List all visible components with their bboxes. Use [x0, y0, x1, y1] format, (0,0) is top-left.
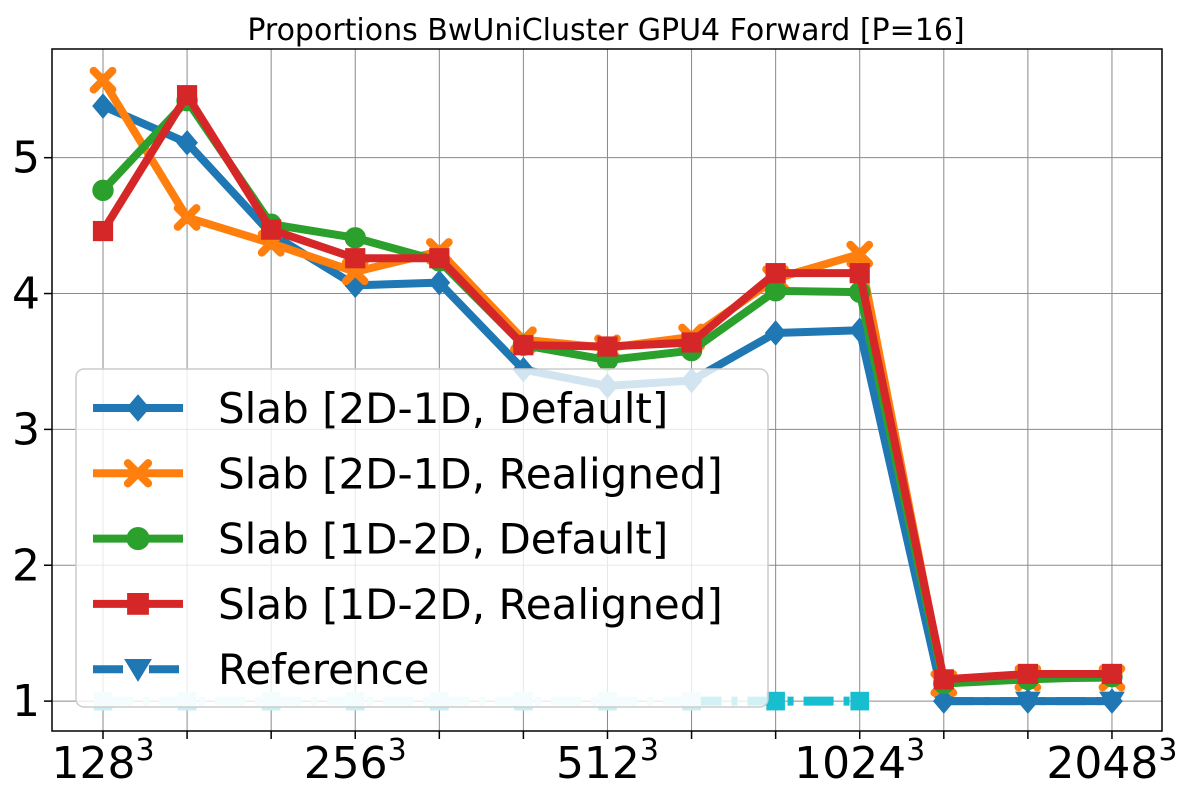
- legend-entry: Slab [1D-2D, Realigned]: [93, 580, 723, 629]
- reference-overlay-point: [850, 691, 870, 711]
- data-point: [344, 227, 366, 249]
- y-axis: 1 2 3 4 5: [12, 133, 52, 727]
- x-tick-label: 1283: [51, 733, 154, 789]
- y-tick-label: 5: [12, 133, 40, 184]
- series-layer: [89, 66, 1126, 714]
- data-point: [345, 248, 366, 269]
- data-point: [89, 66, 117, 94]
- legend-entry: Slab [2D-1D, Realigned]: [93, 449, 723, 498]
- legend-label: Slab [2D-1D, Default]: [218, 384, 668, 433]
- data-point: [261, 219, 282, 240]
- data-point: [173, 204, 201, 231]
- legend-label: Slab [1D-2D, Default]: [218, 515, 668, 564]
- data-point: [428, 269, 451, 296]
- legend-marker: [126, 527, 150, 551]
- plot-frame: [51, 48, 1163, 732]
- data-point: [513, 335, 534, 356]
- data-point: [92, 179, 114, 201]
- data-point: [429, 248, 450, 269]
- reference-overlay-point: [766, 691, 785, 711]
- data-point: [933, 669, 954, 690]
- data-point: [932, 688, 955, 714]
- legend-marker: [127, 593, 149, 615]
- data-point: [764, 320, 787, 346]
- series-3: [92, 85, 1123, 690]
- data-point: [681, 332, 702, 353]
- legend: Slab [2D-1D, Default] Slab [2D-1D, Realig…: [75, 368, 769, 708]
- legend-box: [75, 368, 769, 708]
- x-tick-label: 5123: [556, 733, 659, 789]
- data-point: [597, 336, 618, 357]
- data-point: [1101, 688, 1123, 714]
- data-point: [846, 240, 874, 268]
- y-tick-label: 1: [12, 676, 40, 727]
- data-point: [92, 93, 114, 119]
- legend-label: Slab [2D-1D, Realigned]: [218, 449, 723, 498]
- x-tick-label: 2563: [304, 733, 407, 789]
- x-tick-label: 10243: [794, 733, 925, 789]
- y-tick-label: 3: [12, 404, 40, 455]
- y-tick-label: 2: [12, 540, 40, 591]
- data-point: [176, 85, 198, 106]
- data-point: [1101, 663, 1123, 685]
- legend-marker: [124, 658, 152, 682]
- data-point: [1017, 688, 1039, 714]
- data-point: [176, 129, 198, 156]
- legend-label: Slab [1D-2D, Realigned]: [218, 580, 723, 629]
- data-point: [849, 263, 870, 284]
- chart-title: Proportions BwUniCluster GPU4 Forward [P…: [247, 13, 964, 48]
- data-point: [765, 263, 786, 284]
- x-tick-label: 20483: [1046, 733, 1177, 789]
- data-point: [92, 220, 114, 242]
- legend-entry: Slab [2D-1D, Default]: [93, 384, 668, 433]
- legend-label: Reference: [218, 645, 430, 694]
- legend-marker: [123, 459, 153, 488]
- legend-entry: Slab [1D-2D, Default]: [93, 515, 668, 564]
- legend-marker: [126, 394, 150, 422]
- legend-entry: Reference: [93, 645, 430, 694]
- data-point: [1017, 663, 1038, 685]
- x-axis: 1283 2563 5123 10243 20483: [51, 731, 1177, 789]
- y-tick-label: 4: [12, 269, 40, 320]
